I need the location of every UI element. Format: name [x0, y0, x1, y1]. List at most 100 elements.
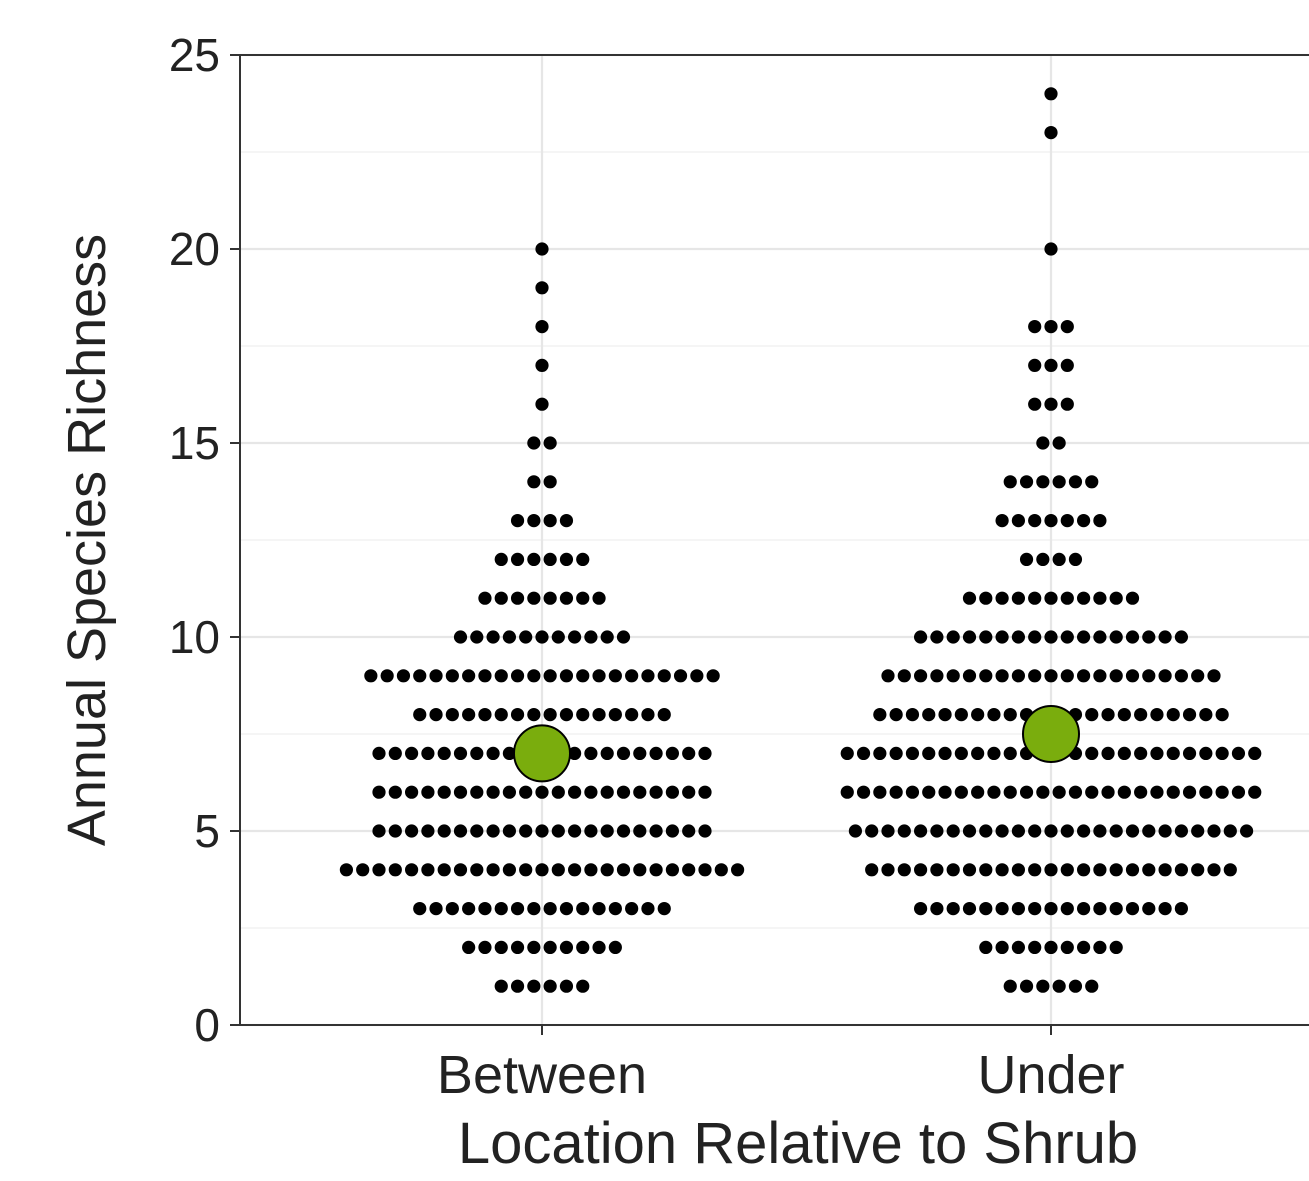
data-point-under	[1191, 863, 1205, 877]
data-point-under	[1093, 514, 1107, 528]
data-point-under	[954, 708, 968, 722]
data-point-under	[1101, 746, 1115, 761]
data-point-under	[979, 630, 993, 644]
data-point-between	[535, 824, 549, 838]
data-point-under	[1248, 746, 1262, 761]
data-point-under	[1011, 940, 1025, 955]
data-point-between	[592, 708, 606, 722]
data-point-between	[665, 863, 680, 877]
data-point-between	[502, 746, 516, 761]
data-point-under	[1077, 902, 1091, 916]
data-point-between	[510, 708, 525, 722]
data-point-under	[1174, 669, 1188, 683]
data-point-between	[690, 669, 704, 683]
data-point-under	[1044, 397, 1058, 411]
data-point-under	[922, 746, 936, 761]
data-point-between	[388, 824, 402, 838]
data-point-under	[905, 785, 920, 799]
data-point-between	[519, 630, 533, 644]
data-point-under	[865, 863, 879, 877]
data-point-between	[543, 902, 557, 916]
data-point-between	[453, 824, 468, 838]
data-point-between	[437, 824, 451, 838]
data-point-between	[437, 785, 451, 799]
data-point-under	[1215, 708, 1229, 722]
data-point-between	[502, 863, 516, 877]
data-point-under	[1077, 863, 1091, 877]
data-point-between	[576, 902, 590, 916]
data-point-under	[1044, 902, 1058, 916]
data-point-under	[1166, 746, 1180, 761]
data-point-under	[979, 863, 993, 877]
data-point-under	[1036, 979, 1050, 993]
data-point-under	[930, 863, 944, 877]
data-point-under	[962, 824, 977, 838]
data-point-between	[641, 708, 655, 722]
data-point-between	[576, 940, 590, 955]
data-point-under	[1028, 591, 1042, 605]
data-point-between	[698, 785, 712, 799]
data-point-between	[600, 785, 614, 799]
data-point-between	[445, 902, 459, 916]
data-point-under	[1028, 630, 1042, 644]
data-point-under	[1011, 514, 1025, 528]
data-point-between	[543, 552, 557, 567]
data-point-between	[535, 358, 549, 372]
data-point-between	[429, 669, 443, 683]
data-point-under	[914, 630, 928, 644]
data-point-between	[714, 863, 728, 877]
data-point-between	[559, 552, 574, 567]
data-point-between	[649, 824, 663, 838]
data-point-under	[962, 902, 977, 916]
data-point-under	[946, 824, 960, 838]
data-point-between	[608, 669, 622, 683]
data-point-between	[437, 746, 451, 761]
data-point-between	[592, 591, 606, 605]
data-point-under	[1174, 824, 1188, 838]
data-point-between	[519, 824, 533, 838]
data-point-under	[889, 708, 903, 722]
data-point-under	[889, 746, 903, 761]
data-point-under	[1240, 824, 1254, 838]
data-point-between	[633, 785, 647, 799]
data-point-under	[856, 746, 871, 761]
data-point-under	[962, 591, 977, 605]
data-point-between	[486, 630, 500, 644]
data-point-under	[914, 863, 928, 877]
data-point-between	[576, 708, 590, 722]
data-point-between	[608, 940, 622, 955]
data-point-between	[584, 863, 598, 877]
data-point-under	[1044, 126, 1058, 140]
data-point-between	[568, 785, 582, 799]
data-point-between	[698, 824, 712, 838]
data-point-under	[995, 824, 1009, 838]
data-point-under	[1077, 824, 1091, 838]
data-point-under	[1044, 358, 1058, 372]
data-point-under	[1134, 746, 1148, 761]
data-point-under	[1093, 630, 1107, 644]
data-point-between	[576, 552, 590, 567]
data-point-between	[535, 242, 549, 256]
data-point-between	[510, 669, 525, 683]
data-point-under	[897, 824, 911, 838]
data-point-under	[1077, 514, 1091, 528]
data-point-between	[429, 708, 443, 722]
data-point-under	[1011, 591, 1025, 605]
data-point-under	[954, 785, 968, 799]
data-point-between	[731, 863, 745, 877]
data-point-between	[462, 940, 476, 955]
data-point-under	[1117, 708, 1131, 722]
data-point-under	[1199, 708, 1213, 722]
data-point-between	[421, 785, 435, 799]
data-point-between	[568, 746, 582, 761]
data-point-between	[641, 669, 655, 683]
data-point-under	[1207, 669, 1221, 683]
data-point-between	[616, 785, 631, 799]
data-point-under	[930, 902, 944, 916]
data-point-between	[502, 630, 516, 644]
data-point-under	[1085, 746, 1099, 761]
data-point-under	[1174, 863, 1188, 877]
data-point-under	[1011, 824, 1025, 838]
data-point-under	[1207, 863, 1221, 877]
